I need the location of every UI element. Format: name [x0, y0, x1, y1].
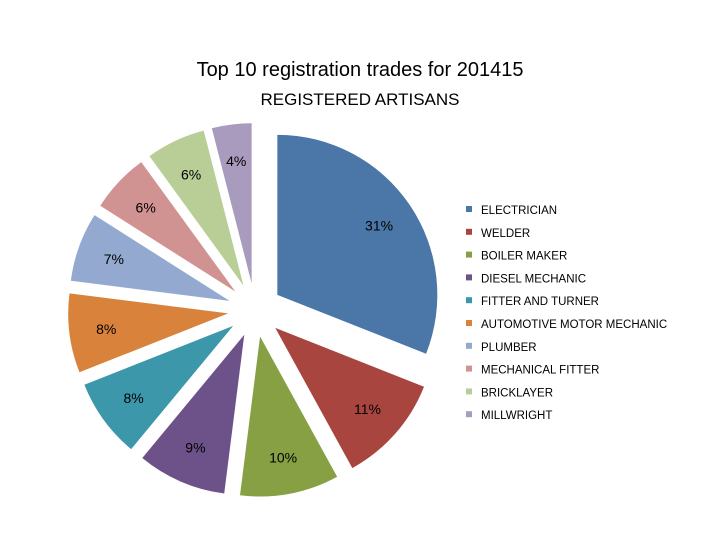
- legend-label-boiler-maker: BOILER MAKER: [481, 251, 567, 263]
- legend-label-bricklayer: BRICKLAYER: [481, 387, 553, 399]
- pie-slices: [68, 123, 438, 497]
- legend-swatch-diesel-mechanic: [466, 274, 472, 281]
- legend-label-automotive-motor-mechanic: AUTOMOTIVE MOTOR MECHANIC: [481, 319, 667, 331]
- legend-swatch-electrician: [466, 206, 472, 212]
- pie-slice-plumber: [70, 215, 230, 301]
- data-label-welder: 11%: [354, 401, 381, 417]
- data-label-automotive-motor-mechanic: 8%: [96, 321, 116, 337]
- legend-label-electrician: ELECTRICIAN: [481, 205, 557, 217]
- legend-swatch-fitter-and-turner: [466, 297, 472, 304]
- pie-slice-bricklayer: [149, 130, 244, 286]
- data-label-mechanical-fitter: 6%: [136, 199, 156, 215]
- legend-label-fitter-and-turner: FITTER AND TURNER: [481, 296, 599, 308]
- data-label-millwright: 4%: [226, 153, 246, 169]
- data-label-diesel-mechanic: 9%: [185, 440, 205, 456]
- data-label-plumber: 7%: [104, 251, 124, 267]
- pie-slice-mechanical-fitter: [100, 162, 236, 292]
- legend-swatch-welder: [466, 228, 472, 235]
- legend-label-diesel-mechanic: DIESEL MECHANIC: [481, 273, 586, 285]
- data-label-electrician: 31%: [365, 218, 393, 234]
- legend-swatch-plumber: [466, 342, 472, 349]
- pie-slice-boiler-maker: [240, 336, 338, 497]
- data-label-boiler-maker: 10%: [269, 449, 297, 465]
- data-label-bricklayer: 6%: [181, 166, 201, 182]
- legend-swatch-millwright: [466, 411, 472, 418]
- pie-slice-automotive-motor-mechanic: [68, 293, 229, 373]
- pie-slice-fitter-and-turner: [84, 325, 234, 450]
- legend-swatch-bricklayer: [466, 388, 472, 395]
- chart-subtitle: REGISTERED ARTISANS: [260, 90, 459, 109]
- chart-title: Top 10 registration trades for 201415: [197, 59, 524, 81]
- legend-swatch-mechanical-fitter: [466, 365, 472, 372]
- pie-slice-electrician: [277, 134, 438, 354]
- pie-slice-diesel-mechanic: [142, 334, 245, 494]
- pie-slice-millwright: [211, 123, 252, 284]
- data-label-fitter-and-turner: 8%: [124, 390, 144, 406]
- legend-swatch-boiler-maker: [466, 251, 472, 258]
- legend: ELECTRICIAN WELDER BOILER MAKER DIESEL MECH…: [466, 205, 667, 422]
- pie-slice-welder: [275, 327, 425, 469]
- legend-label-mechanical-fitter: MECHANICAL FITTER: [481, 365, 599, 377]
- pie-labels: 31% 11% 10% 9% 8% 8% 7% 6% 6% 4%: [96, 153, 393, 465]
- legend-label-welder: WELDER: [481, 228, 530, 240]
- legend-swatch-automotive-motor-mechanic: [466, 320, 472, 326]
- legend-label-plumber: PLUMBER: [481, 342, 537, 354]
- legend-label-millwright: MILLWRIGHT: [481, 410, 552, 422]
